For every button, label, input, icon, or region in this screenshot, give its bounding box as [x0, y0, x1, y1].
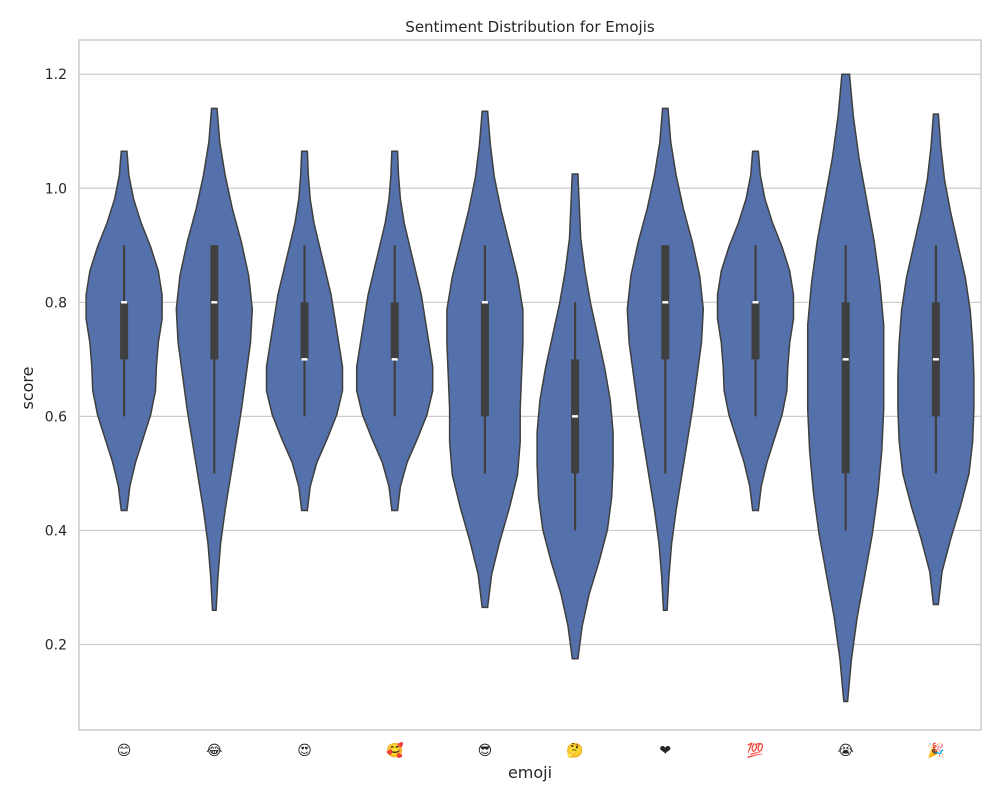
- y-tick-labels: 0.2 0.4 0.6 0.8 1.0 1.2: [45, 67, 67, 653]
- violin-median-marker: [572, 415, 579, 418]
- violin-group: [355, 150, 434, 512]
- x-tick-label: 😍: [297, 743, 312, 759]
- y-tick-label: 0.2: [45, 637, 67, 653]
- violin-group: [626, 107, 705, 612]
- x-tick-label: 🎉: [927, 742, 944, 759]
- y-tick-label: 0.8: [45, 295, 67, 311]
- x-axis-label: emoji: [508, 763, 552, 782]
- violin-group: [265, 150, 344, 512]
- violin-median-marker: [662, 301, 669, 304]
- violin-group: [175, 107, 254, 612]
- violin-median-marker: [121, 301, 128, 304]
- violin-median-marker: [211, 301, 218, 304]
- violin-group: [806, 73, 885, 703]
- y-tick-label: 0.4: [45, 523, 67, 539]
- x-tick-label: 😎: [478, 743, 493, 759]
- violin-median-marker: [752, 301, 759, 304]
- x-tick-label: 😭: [838, 743, 854, 759]
- violin-group: [716, 150, 795, 512]
- y-axis-label: score: [18, 367, 37, 410]
- x-tick-label: 🥰: [386, 741, 404, 759]
- violins: [85, 73, 975, 703]
- violin-group: [85, 150, 163, 512]
- plot-frame: [78, 39, 982, 731]
- x-tick-label: 😂: [206, 743, 222, 759]
- y-tick-label: 1.0: [45, 181, 67, 197]
- violin-median-marker: [932, 358, 939, 361]
- violin-median-marker: [842, 358, 849, 361]
- y-tick-label: 1.2: [45, 67, 67, 83]
- y-tick-label: 0.6: [45, 409, 67, 425]
- violin-group: [536, 173, 614, 660]
- violin-group: [897, 113, 975, 606]
- violin-median-marker: [301, 358, 308, 361]
- x-tick-label: 🤔: [566, 742, 583, 759]
- violin-group: [446, 110, 524, 609]
- x-tick-label: 💯: [747, 742, 765, 759]
- chart-title: Sentiment Distribution for Emojis: [405, 18, 655, 36]
- x-tick-label: ❤: [659, 743, 671, 759]
- violin-median-marker: [481, 301, 488, 304]
- violin-median-marker: [391, 358, 398, 361]
- x-tick-labels: 😊 😂 😍 🥰 😎 🤔 ❤ 💯 😭 🎉: [117, 741, 945, 759]
- x-tick-label: 😊: [117, 743, 132, 759]
